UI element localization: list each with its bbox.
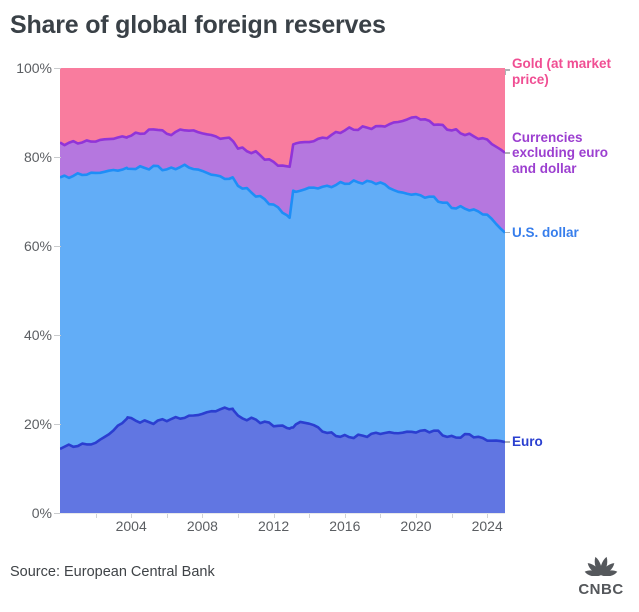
- x-tick: [202, 513, 204, 518]
- peacock-icon: [584, 556, 618, 577]
- cnbc-logo: CNBC: [572, 551, 630, 598]
- legend-label-line: excluding euro: [512, 145, 609, 161]
- stacked-area-chart: [60, 68, 505, 513]
- x-tick: [344, 513, 346, 518]
- x-tick-label: 2016: [329, 518, 361, 534]
- legend-label-line: Gold (at market: [512, 56, 612, 71]
- x-tick: [309, 513, 311, 518]
- x-tick-label: 2012: [258, 518, 290, 534]
- y-tick: [54, 68, 61, 69]
- y-tick: [54, 424, 61, 425]
- legend-tick: [505, 231, 510, 234]
- legend-tick: [505, 152, 510, 154]
- y-tick-label: 40%: [23, 327, 52, 343]
- legend-label-currencies-excluding-euro-and-dollar: Currencies excluding euro and dollar: [512, 130, 608, 177]
- legend-tick: [505, 441, 510, 443]
- line-currencies-excluding-euro-and-dollar: [60, 115, 505, 169]
- legend-label-line: and dollar: [512, 160, 577, 176]
- x-tick-label: 2008: [186, 518, 218, 534]
- y-tick-label: 100%: [16, 60, 52, 76]
- x-tick: [380, 513, 382, 518]
- line-u-s-dollar: [60, 163, 505, 234]
- legend-label-line: Euro: [512, 434, 543, 450]
- legend-label-line: Currencies: [512, 129, 583, 145]
- y-tick-label: 0%: [31, 505, 52, 521]
- x-tick: [95, 513, 97, 518]
- area-gold-at-market-price: [60, 68, 505, 167]
- y-tick: [54, 246, 61, 247]
- legend-label-u-s-dollar: U.S. dollar: [512, 225, 579, 241]
- x-tick: [451, 513, 453, 518]
- legend-label-line: U.S. dollar: [512, 224, 579, 240]
- x-tick: [238, 513, 239, 518]
- y-tick-label: 80%: [23, 149, 52, 165]
- y-tick: [54, 335, 61, 336]
- source-note: Source: European Central Bank: [10, 564, 215, 580]
- legend-label-line: price): [512, 71, 549, 87]
- y-tick: [54, 157, 61, 158]
- legend-tick-elbow: [504, 69, 506, 75]
- area-currencies-excluding-euro-and-dollar: [60, 117, 505, 233]
- legend-label-gold-at-market-price: Gold (at market price): [512, 56, 611, 87]
- x-tick: [166, 513, 168, 518]
- line-euro: [60, 406, 505, 451]
- x-tick-label: 2004: [115, 518, 147, 534]
- cnbc-wordmark: CNBC: [578, 581, 624, 598]
- x-tick: [487, 513, 489, 518]
- legend-tick: [505, 69, 510, 71]
- legend-label-euro: Euro: [512, 434, 543, 450]
- chart-title: Share of global foreign reserves: [10, 11, 386, 39]
- area-u-s-dollar: [60, 164, 505, 449]
- x-tick: [416, 513, 417, 518]
- y-tick-label: 60%: [23, 238, 52, 254]
- y-tick-label: 20%: [23, 416, 52, 432]
- x-tick: [273, 513, 275, 518]
- x-tick-label: 2020: [400, 518, 432, 534]
- x-axis-line: [60, 513, 505, 514]
- x-tick: [131, 513, 133, 518]
- x-tick-label: 2024: [471, 518, 503, 534]
- y-tick: [54, 513, 61, 514]
